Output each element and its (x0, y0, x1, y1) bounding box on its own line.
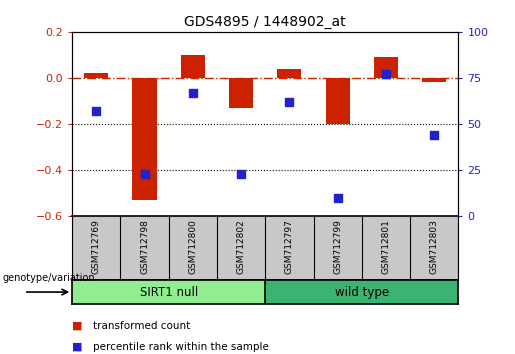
Bar (265, 280, 458, 304)
Text: GSM712799: GSM712799 (333, 219, 342, 274)
Text: GSM712798: GSM712798 (140, 219, 149, 274)
Point (430, 132, 438, 138)
Bar (325, 78, 350, 124)
Point (188, 90, 197, 96)
Text: SIRT1 null: SIRT1 null (140, 286, 198, 298)
Text: GSM712801: GSM712801 (382, 219, 390, 274)
Bar (277, 69, 301, 78)
Text: wild type: wild type (335, 286, 389, 298)
Point (285, 99, 294, 105)
Text: ■: ■ (72, 342, 82, 352)
Point (334, 195, 342, 200)
Text: GSM712769: GSM712769 (92, 219, 101, 274)
Bar (422, 78, 447, 82)
Text: GSM712803: GSM712803 (430, 219, 439, 274)
Point (92, 108, 100, 114)
Bar (229, 78, 253, 108)
Point (382, 72, 390, 77)
Bar (181, 55, 205, 78)
Bar (72, 280, 265, 304)
Point (237, 171, 245, 176)
Text: GSM712800: GSM712800 (188, 219, 197, 274)
Point (141, 171, 149, 176)
Bar (84, 73, 108, 78)
Text: GSM712797: GSM712797 (285, 219, 294, 274)
Bar (132, 78, 157, 200)
Bar (374, 57, 398, 78)
Text: ■: ■ (72, 321, 82, 331)
Title: GDS4895 / 1448902_at: GDS4895 / 1448902_at (184, 16, 346, 29)
Text: GSM712802: GSM712802 (236, 219, 246, 274)
Text: transformed count: transformed count (93, 321, 190, 331)
Text: genotype/variation: genotype/variation (3, 273, 95, 283)
Text: percentile rank within the sample: percentile rank within the sample (93, 342, 269, 352)
